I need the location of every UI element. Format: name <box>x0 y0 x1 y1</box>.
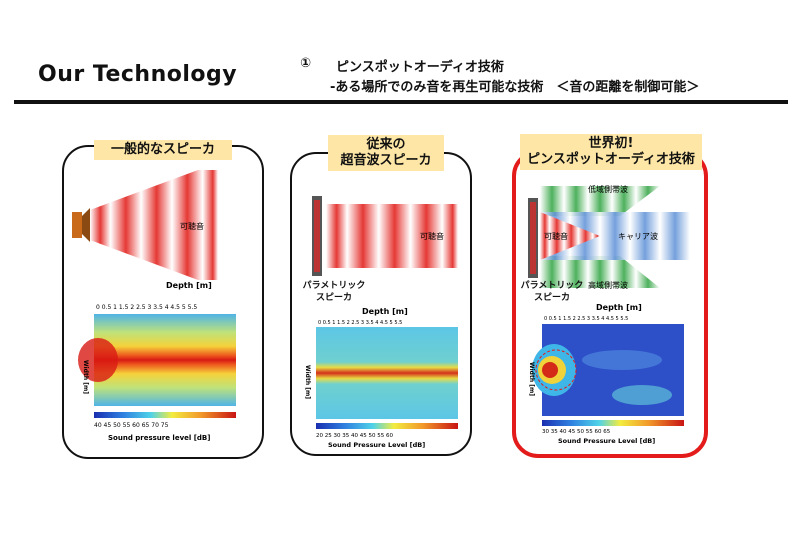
audible-region <box>540 212 600 260</box>
heatmap-field <box>316 327 458 419</box>
panel-heading-line-1: 従来の <box>366 137 406 152</box>
speaker-label-line-1: パラメトリック <box>520 281 584 291</box>
speaker-label-line-1: パラメトリック <box>302 281 366 291</box>
panel-heading-line-2: 超音波スピーカ <box>340 153 432 168</box>
speaker-array-face <box>530 202 536 274</box>
colorbar-ticks: 40 45 50 55 60 65 70 75 <box>94 422 169 429</box>
audible-label: 可聴音 <box>180 221 204 231</box>
beam-diagram-pinspot: 低域側帯波 キャリア波 可聴音 高域側帯波 <box>528 184 690 290</box>
speaker-cone-icon <box>82 208 90 242</box>
speaker-label: パラメトリック スピーカ <box>514 280 590 304</box>
upper-sideband-label: 高域側帯波 <box>588 280 628 290</box>
panel-heading: 従来の 超音波スピーカ <box>328 135 444 171</box>
axis-width-label: Width [m] <box>82 360 89 394</box>
colorbar-ticks: 30 35 40 45 50 55 60 65 <box>542 429 611 435</box>
panel-heading: 一般的なスピーカ <box>94 140 232 160</box>
axis-spl-label: Sound Pressure Level [dB] <box>558 437 655 445</box>
axis-spl-label: Sound Pressure Level [dB] <box>328 441 425 449</box>
carrier-label: キャリア波 <box>618 231 658 241</box>
field-zone <box>582 350 662 370</box>
section-number: ① <box>300 56 312 71</box>
panel-heading-line-1: 世界初! <box>588 136 634 151</box>
speaker-icon <box>72 212 82 238</box>
axis-width-label: Width [m] <box>304 365 311 399</box>
upper-sideband-beam <box>540 256 660 288</box>
lower-sideband-beam <box>540 186 660 216</box>
heatmap-pinspot: Depth [m] 0 0.5 1 1.5 2 2.5 3 3.5 4 4.5 … <box>528 303 684 445</box>
sound-beam <box>90 170 218 280</box>
axis-depth-label: Depth [m] <box>166 281 212 290</box>
speaker-label-line-2: スピーカ <box>533 293 570 303</box>
near-field-hotspot <box>78 338 118 382</box>
hotspot <box>542 362 558 378</box>
speaker-label-line-2: スピーカ <box>315 293 352 303</box>
audible-label: 可聴音 <box>420 231 444 241</box>
speaker-label: パラメトリック スピーカ <box>296 280 372 304</box>
beam-diagram-general: 可聴音 Depth [m] <box>72 170 218 290</box>
axis-spl-label: Sound pressure level [dB] <box>108 434 210 442</box>
depth-ticks: 0 0.5 1 1.5 2 2.5 3 3.5 4 4.5 5 5.5 <box>96 304 197 311</box>
colorbar-ticks: 20 25 30 35 40 45 50 55 60 <box>316 433 393 439</box>
field-zone <box>612 385 672 405</box>
colorbar <box>94 412 236 418</box>
subtitle-line-2: -ある場所でのみ音を再生可能な技術 ＜音の距離を制御可能＞ <box>330 80 700 95</box>
target-spot-marker <box>535 349 577 391</box>
page-title: Our Technology <box>38 62 238 87</box>
audible-label: 可聴音 <box>544 231 568 241</box>
lower-sideband-label: 低域側帯波 <box>588 184 628 194</box>
speaker-array-face <box>314 200 320 272</box>
colorbar <box>542 420 684 426</box>
sound-beam <box>326 204 458 268</box>
panel-heading-line-2: ピンスポットオーディオ技術 <box>527 152 695 167</box>
beam-diagram-ultrasonic: 可聴音 <box>312 196 458 276</box>
depth-ticks: 0 0.5 1 1.5 2 2.5 3 3.5 4 4.5 5 5.5 <box>544 316 628 322</box>
axis-width-label: Width [m] <box>528 362 535 396</box>
subtitle-line-1: ピンスポットオーディオ技術 <box>336 60 504 75</box>
heatmap-ultrasonic: Depth [m] 0 0.5 1 1.5 2 2.5 3 3.5 4 4.5 … <box>304 307 458 449</box>
colorbar <box>316 423 458 429</box>
heatmap-general: 0 0.5 1 1.5 2 2.5 3 3.5 4 4.5 5 5.5 Widt… <box>78 304 236 442</box>
axis-depth-label: Depth [m] <box>596 303 642 312</box>
header-divider <box>14 100 788 104</box>
panel-heading: 世界初! ピンスポットオーディオ技術 <box>520 134 702 170</box>
axis-depth-label: Depth [m] <box>362 307 408 316</box>
depth-ticks: 0 0.5 1 1.5 2 2.5 3 3.5 4 4.5 5 5.5 <box>318 320 402 326</box>
